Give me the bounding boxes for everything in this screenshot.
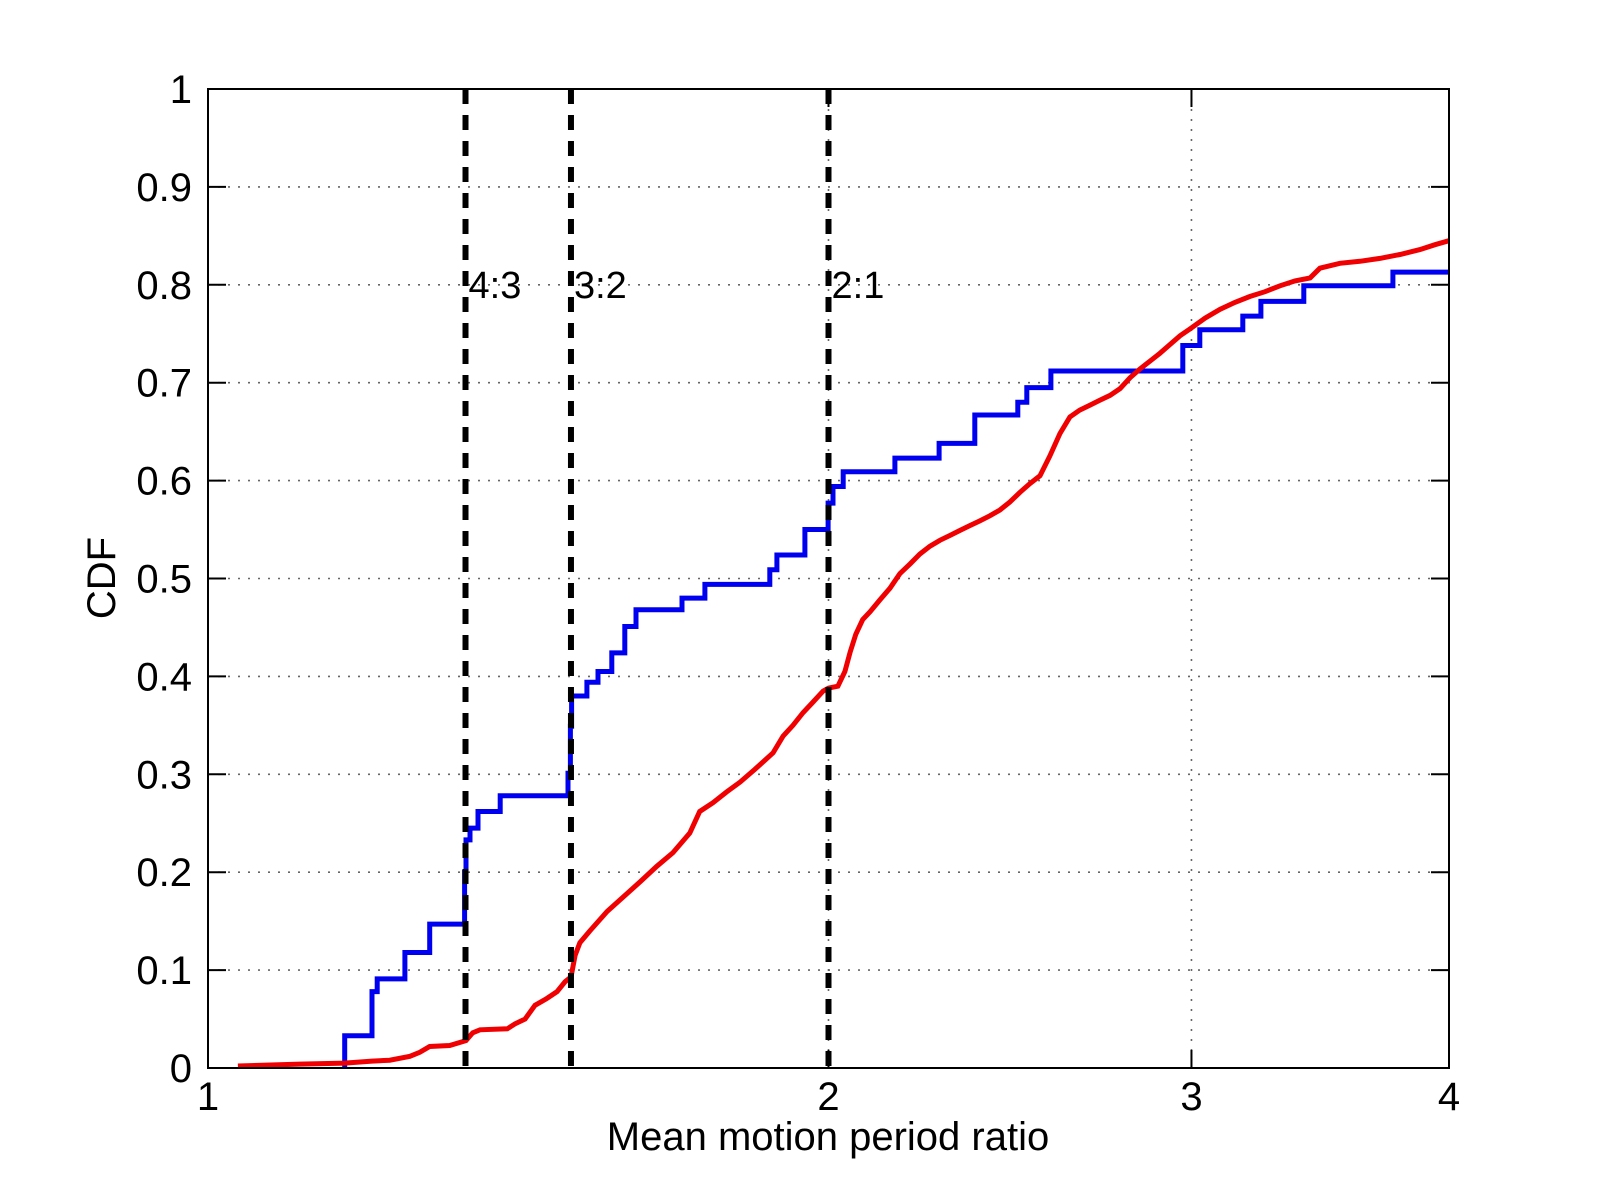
y-tick-label: 0.6 [136, 460, 192, 504]
resonance-label-2-1: 2:1 [832, 265, 885, 307]
y-tick-label: 0.1 [136, 949, 192, 993]
resonance-label-4-3: 4:3 [469, 265, 522, 307]
x-axis-label: Mean motion period ratio [607, 1115, 1049, 1159]
x-tick-label: 3 [1180, 1075, 1202, 1119]
y-tick-label: 0.8 [136, 264, 192, 308]
x-tick-label: 1 [197, 1075, 219, 1119]
resonance-label-3-2: 3:2 [574, 265, 627, 307]
resonance-lines: 4:3 3:2 2:1 [462, 89, 885, 1068]
y-tick-label: 0.7 [136, 362, 192, 406]
cdf-curves [237, 238, 1450, 1069]
y-axis-label: CDF [80, 537, 124, 619]
y-tick-label: 0.4 [136, 655, 192, 699]
y-tick-label: 0 [170, 1047, 192, 1091]
y-tick-label: 0.2 [136, 851, 192, 895]
y-tick-label: 0.5 [136, 558, 192, 602]
x-tick-label: 2 [817, 1075, 839, 1119]
y-tick-label: 1 [170, 68, 192, 112]
tick-labels: 1 2 3 4 0 0.1 0.2 0.3 0.4 0.5 0.6 0.7 0.8 0.9 1 [136, 68, 1460, 1119]
observed-sample-step-cdf-curve [342, 269, 1449, 1068]
y-tick-label: 0.9 [136, 166, 192, 210]
x-tick-label: 4 [1438, 1075, 1460, 1119]
y-tick-label: 0.3 [136, 753, 192, 797]
model-smooth-cdf-curve [237, 238, 1450, 1069]
tick-marks [207, 88, 1450, 1069]
